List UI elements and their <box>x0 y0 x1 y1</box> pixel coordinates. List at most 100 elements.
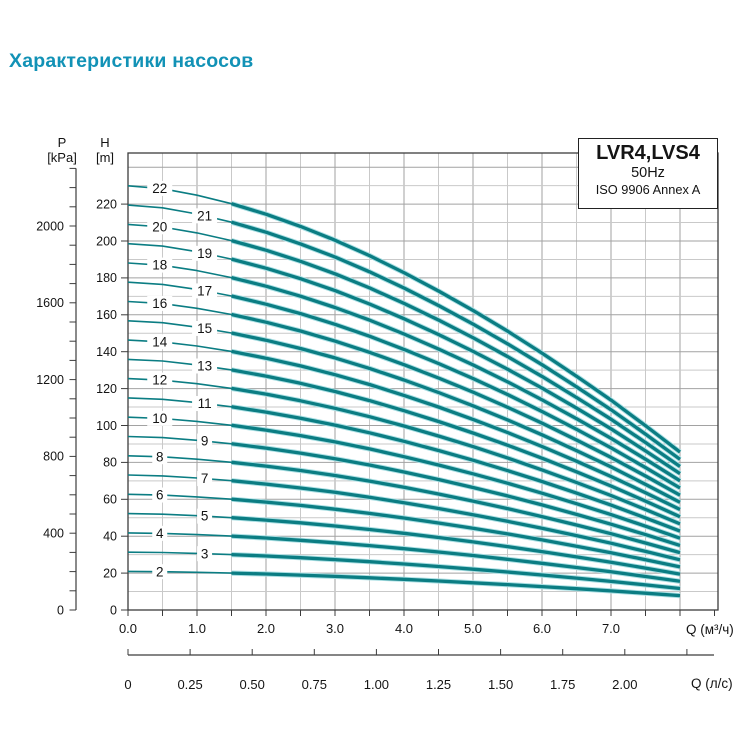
curve-label-bg-6 <box>152 487 168 503</box>
curve-label-17: 17 <box>197 283 212 298</box>
curve-label-bg-20 <box>147 219 173 235</box>
curve-label-bg-5 <box>197 508 213 524</box>
pump-curve-4 <box>231 534 681 583</box>
flow-m3h-axis: 0.0 1.0 2.0 3.0 4.0 5.0 6.0 7.0 <box>119 610 715 636</box>
pump-curve-14-low-flow <box>127 339 232 353</box>
flow-ls-tick-label: 1.75 <box>550 677 575 692</box>
pump-curve-11 <box>231 405 681 533</box>
curve-label-bg-22 <box>147 180 173 196</box>
pump-curve-18 <box>231 275 681 483</box>
curve-label-6: 6 <box>156 488 164 503</box>
pump-curve-7-low-flow <box>127 474 232 482</box>
curve-label-8: 8 <box>156 449 164 464</box>
flow-m3h-tick-label: 3.0 <box>326 621 344 636</box>
flow-ls-tick-label: 2.00 <box>612 677 637 692</box>
curve-label-bg-10 <box>147 410 173 426</box>
pump-curve-3 <box>231 552 681 591</box>
pump-curve-9-low-flow <box>127 435 232 445</box>
flow-m3h-tick-label: 7.0 <box>602 621 620 636</box>
pump-curve-18-low-flow <box>127 262 232 279</box>
curve-label-bg-2 <box>152 564 168 580</box>
page-title: Характеристики насосов <box>9 50 254 72</box>
pump-curve-9 <box>231 442 681 547</box>
pressure-tick-label: 1200 <box>36 373 64 387</box>
curve-label-9: 9 <box>201 434 209 449</box>
flow-ls-tick-label: 0.25 <box>177 677 202 692</box>
head-tick-label: 220 <box>96 197 117 211</box>
model-info-box: LVR4,LVS4 50Hz ISO 9906 Annex A <box>578 138 718 209</box>
curve-label-bg-7 <box>197 471 213 487</box>
curve-label-bg-3 <box>197 546 213 562</box>
pressure-axis-unit: [kPa] <box>47 150 77 165</box>
flow-m3h-tick-label: 2.0 <box>257 621 275 636</box>
pump-curve-12 <box>231 386 681 526</box>
pump-curve-5 <box>231 516 681 576</box>
pump-curve-19 <box>231 257 681 475</box>
curve-label-16: 16 <box>152 296 167 311</box>
pump-curve-8 <box>231 460 681 555</box>
curve-label-12: 12 <box>152 373 167 388</box>
curve-label-18: 18 <box>152 258 167 273</box>
head-tick-label: 200 <box>96 234 117 248</box>
pump-curve-3-low-flow <box>127 551 232 556</box>
flow-m3h-unit-label: Q (м³/ч) <box>686 622 734 637</box>
pressure-tick-label: 400 <box>43 527 64 541</box>
flow-ls-tick-label: 0.50 <box>240 677 265 692</box>
head-axis-name: H <box>100 135 110 150</box>
curve-label-4: 4 <box>156 526 164 541</box>
curve-label-15: 15 <box>197 321 212 336</box>
curve-label-bg-11 <box>192 396 218 412</box>
flow-m3h-tick-label: 4.0 <box>395 621 413 636</box>
pressure-axis: 0 400 800 1200 1600 2000 <box>36 167 77 617</box>
pressure-tick-label: 1600 <box>36 296 64 310</box>
head-axis-unit: [m] <box>95 150 115 165</box>
pump-curve-20 <box>231 239 681 468</box>
curve-label-2: 2 <box>156 564 164 579</box>
curve-label-20: 20 <box>152 219 167 234</box>
flow-ls-tick-label: 1.25 <box>426 677 451 692</box>
head-tick-label: 140 <box>96 345 117 359</box>
pump-curve-8-low-flow <box>127 455 232 464</box>
pressure-tick-label: 0 <box>57 603 64 617</box>
curve-label-13: 13 <box>197 359 212 374</box>
curve-label-11: 11 <box>198 396 212 411</box>
curve-label-5: 5 <box>201 509 209 524</box>
head-tick-label: 60 <box>103 493 117 507</box>
curve-label-bg-4 <box>152 525 168 541</box>
curve-label-bg-12 <box>147 372 173 388</box>
pressure-axis-name: P <box>57 135 67 150</box>
curve-label-bg-16 <box>147 295 173 311</box>
pump-curves <box>127 185 682 599</box>
pump-curve-4-low-flow <box>127 532 232 537</box>
plot-frame <box>127 152 719 611</box>
pressure-tick-label: 2000 <box>36 219 64 233</box>
head-tick-label: 160 <box>96 308 117 322</box>
flow-m3h-tick-label: 5.0 <box>464 621 482 636</box>
pump-curve-10-low-flow <box>127 416 232 427</box>
pump-curve-6-low-flow <box>127 493 232 500</box>
pump-curve-22-low-flow <box>127 185 232 205</box>
curve-label-bg-19 <box>192 245 218 261</box>
pump-curve-12-low-flow <box>127 377 232 390</box>
pump-curve-16-low-flow <box>127 300 232 316</box>
pressure-tick-label: 800 <box>43 450 64 464</box>
pump-curve-14 <box>231 349 681 511</box>
pump-curve-20-low-flow <box>127 223 232 242</box>
head-tick-label: 0 <box>110 603 117 617</box>
flow-m3h-tick-label: 1.0 <box>188 621 206 636</box>
curve-label-21: 21 <box>197 208 212 223</box>
curve-label-3: 3 <box>201 546 209 561</box>
pump-curve-13 <box>231 368 681 519</box>
head-axis: 0 20 40 60 80 100 120 140 160 180 200 220 <box>96 197 128 617</box>
head-tick-label: 120 <box>96 382 117 396</box>
curve-label-bg-21 <box>192 208 218 224</box>
pump-curve-21 <box>231 220 681 461</box>
flow-ls-tick-label: 0 <box>124 677 131 692</box>
head-tick-label: 80 <box>103 456 117 470</box>
head-tick-label: 40 <box>103 530 117 544</box>
flow-m3h-tick-label: 6.0 <box>533 621 551 636</box>
curve-label-bg-13 <box>192 358 218 374</box>
curve-stage-labels: 2 3 4 5 6 7 8 9 10 11 12 13 14 15 16 17 18 19 20 21 22 <box>147 180 218 580</box>
